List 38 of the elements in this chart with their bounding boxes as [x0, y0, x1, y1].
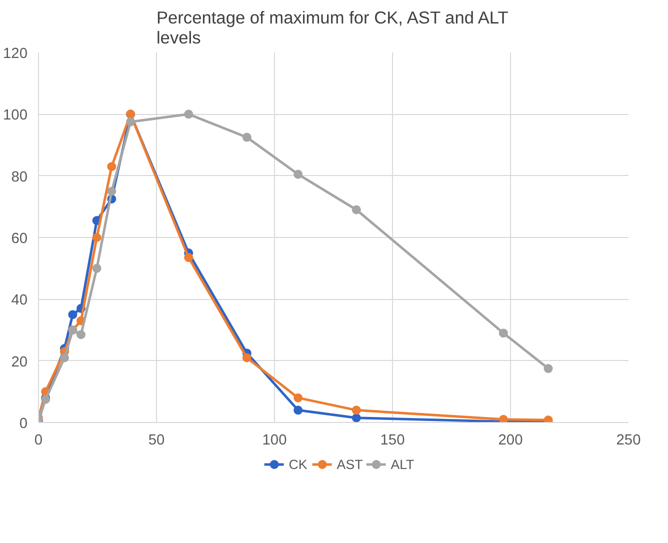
point — [92, 233, 102, 242]
y-tick-label: 120 — [3, 46, 28, 62]
point — [242, 132, 252, 142]
y-tick-label: 40 — [11, 292, 28, 309]
point — [242, 353, 252, 362]
point — [107, 186, 116, 196]
y-tick-label: 80 — [11, 169, 28, 186]
point — [294, 406, 303, 415]
point — [60, 353, 69, 362]
point — [544, 364, 553, 374]
point — [352, 406, 361, 415]
y-tick-label: 60 — [11, 231, 28, 247]
point — [184, 110, 194, 119]
x-tick-label: 100 — [262, 432, 287, 448]
y-tick-label: 0 — [19, 416, 28, 432]
legend-label: CK — [288, 456, 308, 472]
x-tick-label: 150 — [380, 432, 405, 448]
point — [107, 162, 116, 172]
point — [352, 413, 361, 422]
point — [498, 414, 508, 422]
point — [92, 264, 102, 273]
x-tick-label: 0 — [34, 432, 43, 448]
legend-label: AST — [336, 456, 363, 472]
point — [498, 328, 508, 338]
y-tick-label: 100 — [3, 108, 28, 124]
x-tick-label: 50 — [148, 432, 165, 448]
point — [294, 393, 303, 402]
point — [68, 310, 78, 320]
point — [352, 205, 361, 214]
point — [76, 330, 86, 340]
y-tick-label: 20 — [11, 354, 28, 370]
x-tick-label: 250 — [616, 432, 641, 448]
x-tick-label: 200 — [498, 432, 523, 448]
point — [184, 253, 194, 262]
legend-label: ALT — [390, 456, 414, 472]
point — [294, 170, 303, 179]
chart-title: Percentage of maximum for CK, AST and ALT levels — [156, 8, 509, 48]
point — [126, 117, 136, 126]
